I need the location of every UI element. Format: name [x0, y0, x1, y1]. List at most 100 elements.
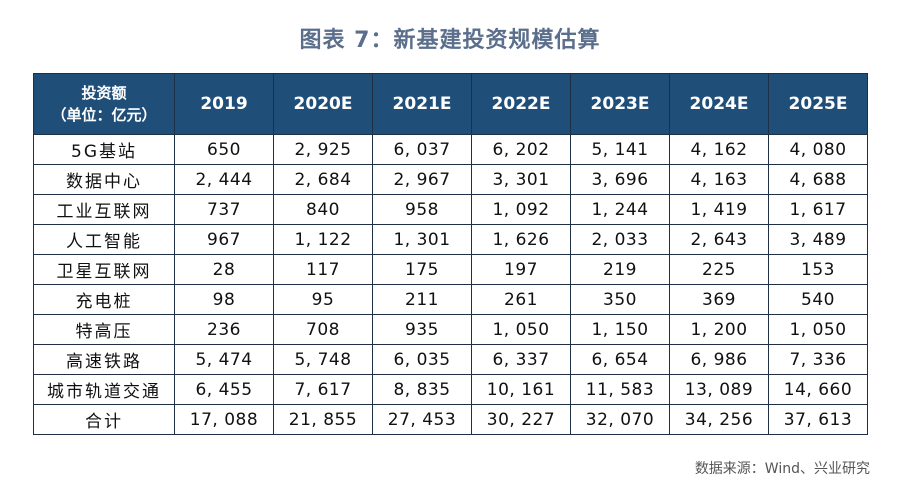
table-cell: 6, 035	[372, 344, 472, 375]
table-cell: 1, 050	[768, 314, 868, 345]
table-cell: 1, 626	[471, 224, 571, 255]
table-cell: 935	[372, 314, 472, 345]
figure-title: 图表 7：新基建投资规模估算	[299, 28, 601, 53]
table-cell: 10, 161	[471, 374, 571, 405]
table-cell: 1, 419	[669, 194, 769, 225]
year-header: 2025E	[768, 73, 868, 135]
year-header: 2024E	[669, 73, 769, 135]
table-cell: 2, 033	[570, 224, 670, 255]
table-cell: 27, 453	[372, 404, 472, 435]
row-label: 城市轨道交通	[33, 374, 175, 405]
table-row: 数据中心 2, 444 2, 684 2, 967 3, 301 3, 696 …	[33, 164, 868, 195]
row-label: 合计	[33, 404, 175, 435]
table-cell: 236	[174, 314, 274, 345]
table-row: 人工智能 967 1, 122 1, 301 1, 626 2, 033 2, …	[33, 224, 868, 255]
table-cell: 28	[174, 254, 274, 285]
table-cell: 967	[174, 224, 274, 255]
year-header: 2020E	[273, 73, 373, 135]
table-header-row: 投资额 （单位：亿元） 2019 2020E 2021E 2022E 2023E…	[33, 73, 868, 135]
table-cell: 5, 141	[570, 134, 670, 165]
table-row: 充电桩 98 95 211 261 350 369 540	[33, 284, 868, 315]
table-cell: 21, 855	[273, 404, 373, 435]
table-cell: 4, 163	[669, 164, 769, 195]
table-cell: 6, 654	[570, 344, 670, 375]
corner-label: 投资额	[81, 84, 127, 102]
table-cell: 225	[669, 254, 769, 285]
table-cell: 4, 688	[768, 164, 868, 195]
table-cell: 650	[174, 134, 274, 165]
row-label: 人工智能	[33, 224, 175, 255]
row-label: 5G基站	[33, 134, 175, 165]
table-cell: 211	[372, 284, 472, 315]
table-cell: 5, 474	[174, 344, 274, 375]
table-cell: 540	[768, 284, 868, 315]
table-cell: 34, 256	[669, 404, 769, 435]
table-cell: 13, 089	[669, 374, 769, 405]
table-cell: 5, 748	[273, 344, 373, 375]
table-cell: 219	[570, 254, 670, 285]
table-cell: 6, 986	[669, 344, 769, 375]
table-row: 卫星互联网 28 117 175 197 219 225 153	[33, 254, 868, 285]
table-cell: 1, 050	[471, 314, 571, 345]
table-total-row: 合计 17, 088 21, 855 27, 453 30, 227 32, 0…	[33, 404, 868, 435]
corner-header: 投资额 （单位：亿元）	[33, 73, 175, 135]
table-cell: 1, 150	[570, 314, 670, 345]
table-cell: 369	[669, 284, 769, 315]
table-cell: 30, 227	[471, 404, 571, 435]
table-cell: 958	[372, 194, 472, 225]
source-note: 数据来源：Wind、兴业研究	[694, 461, 870, 477]
table-cell: 7, 617	[273, 374, 373, 405]
table-cell: 153	[768, 254, 868, 285]
row-label: 卫星互联网	[33, 254, 175, 285]
investment-table: 投资额 （单位：亿元） 2019 2020E 2021E 2022E 2023E…	[33, 73, 868, 435]
table-cell: 3, 301	[471, 164, 571, 195]
table-row: 工业互联网 737 840 958 1, 092 1, 244 1, 419 1…	[33, 194, 868, 225]
row-label: 充电桩	[33, 284, 175, 315]
table-cell: 8, 835	[372, 374, 472, 405]
table-cell: 6, 455	[174, 374, 274, 405]
table-cell: 1, 301	[372, 224, 472, 255]
table-cell: 32, 070	[570, 404, 670, 435]
table-cell: 11, 583	[570, 374, 670, 405]
corner-unit: （单位：亿元）	[51, 106, 157, 124]
table-cell: 37, 613	[768, 404, 868, 435]
table-cell: 17, 088	[174, 404, 274, 435]
table-cell: 737	[174, 194, 274, 225]
table-cell: 6, 202	[471, 134, 571, 165]
table-cell: 98	[174, 284, 274, 315]
table-cell: 3, 489	[768, 224, 868, 255]
table-row: 5G基站 650 2, 925 6, 037 6, 202 5, 141 4, …	[33, 134, 868, 165]
table-cell: 6, 337	[471, 344, 571, 375]
row-label: 高速铁路	[33, 344, 175, 375]
table-cell: 261	[471, 284, 571, 315]
table-row: 高速铁路 5, 474 5, 748 6, 035 6, 337 6, 654 …	[33, 344, 868, 375]
year-header: 2022E	[471, 73, 571, 135]
table-cell: 117	[273, 254, 373, 285]
table-cell: 2, 643	[669, 224, 769, 255]
table-cell: 840	[273, 194, 373, 225]
table-cell: 1, 122	[273, 224, 373, 255]
row-label: 特高压	[33, 314, 175, 345]
table-cell: 2, 444	[174, 164, 274, 195]
row-label: 数据中心	[33, 164, 175, 195]
table-cell: 2, 925	[273, 134, 373, 165]
table-cell: 6, 037	[372, 134, 472, 165]
table-cell: 1, 617	[768, 194, 868, 225]
year-header: 2023E	[570, 73, 670, 135]
year-header: 2021E	[372, 73, 472, 135]
table-cell: 2, 684	[273, 164, 373, 195]
table-cell: 1, 200	[669, 314, 769, 345]
table-cell: 4, 080	[768, 134, 868, 165]
table-cell: 350	[570, 284, 670, 315]
table-row: 城市轨道交通 6, 455 7, 617 8, 835 10, 161 11, …	[33, 374, 868, 405]
table-row: 特高压 236 708 935 1, 050 1, 150 1, 200 1, …	[33, 314, 868, 345]
table-cell: 1, 244	[570, 194, 670, 225]
table-cell: 4, 162	[669, 134, 769, 165]
table-cell: 7, 336	[768, 344, 868, 375]
table-cell: 197	[471, 254, 571, 285]
table-cell: 14, 660	[768, 374, 868, 405]
table-cell: 95	[273, 284, 373, 315]
table-cell: 175	[372, 254, 472, 285]
table-cell: 1, 092	[471, 194, 571, 225]
year-header: 2019	[174, 73, 274, 135]
